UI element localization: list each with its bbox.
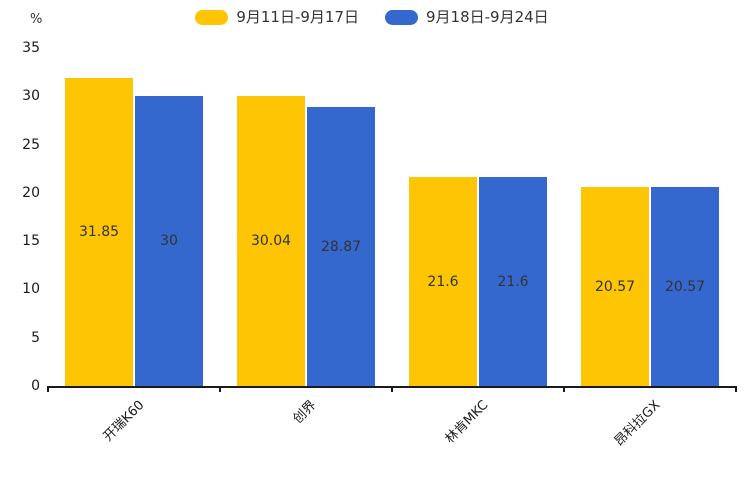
x-axis-tick (563, 386, 565, 392)
bar: 21.6 (479, 177, 547, 386)
legend: 9月11日-9月17日 9月18日-9月24日 (0, 8, 744, 26)
y-tick-label: 15 (22, 233, 40, 250)
x-category-label: 林肯MKC (442, 397, 492, 447)
bar: 30 (135, 96, 203, 386)
legend-swatch-yellow (195, 9, 229, 25)
bar: 30.04 (237, 95, 305, 386)
plot-area: 31.85 30 开瑞K60 30.04 28.87 创界 21.6 21.6 林肯MKC 20.… (47, 48, 737, 449)
bar-group: 20.57 20.57 (564, 48, 736, 386)
bar-value-label: 30 (160, 233, 178, 250)
bar-group: 21.6 21.6 (392, 48, 564, 386)
legend-swatch-blue (385, 9, 418, 25)
x-axis-tick (47, 386, 49, 392)
x-axis-tick (219, 386, 221, 392)
bar-value-label: 21.6 (427, 273, 459, 290)
bar: 31.85 (65, 78, 133, 386)
bar-value-label: 30.04 (250, 232, 292, 249)
bar: 21.6 (409, 177, 477, 386)
x-category-label: 昂科拉GX (611, 397, 664, 450)
legend-item-week2: 9月18日-9月24日 (385, 8, 549, 26)
y-tick-label: 35 (22, 40, 40, 56)
bar: 20.57 (581, 187, 649, 386)
bar-value-label: 31.85 (78, 224, 120, 241)
x-category-label: 开瑞K60 (100, 397, 148, 445)
y-tick-label: 10 (22, 281, 40, 298)
bar-group: 31.85 30 (48, 48, 220, 386)
y-tick-label: 20 (22, 184, 40, 201)
y-tick-label: 25 (22, 136, 40, 153)
legend-label-week1: 9月11日-9月17日 (236, 8, 359, 26)
x-axis-tick (391, 386, 393, 392)
bar-value-label: 20.57 (594, 278, 636, 295)
y-tick-label: 5 (31, 329, 40, 346)
legend-item-week1: 9月11日-9月17日 (195, 8, 359, 26)
x-axis-tick (735, 386, 737, 392)
bar-group: 30.04 28.87 (220, 48, 392, 386)
y-tick-label: 0 (31, 378, 40, 394)
bar-value-label: 21.6 (497, 273, 529, 290)
legend-label-week2: 9月18日-9月24日 (426, 8, 549, 26)
y-axis-tick-labels: 0 5 10 15 20 25 30 35 (0, 0, 40, 496)
bar-value-label: 20.57 (664, 278, 706, 295)
y-axis-unit-label: % (30, 12, 43, 27)
bar: 20.57 (651, 187, 719, 386)
y-tick-label: 30 (22, 88, 40, 105)
bar: 28.87 (307, 107, 375, 386)
x-category-label: 创界 (290, 397, 320, 427)
bar-value-label: 28.87 (320, 238, 362, 255)
